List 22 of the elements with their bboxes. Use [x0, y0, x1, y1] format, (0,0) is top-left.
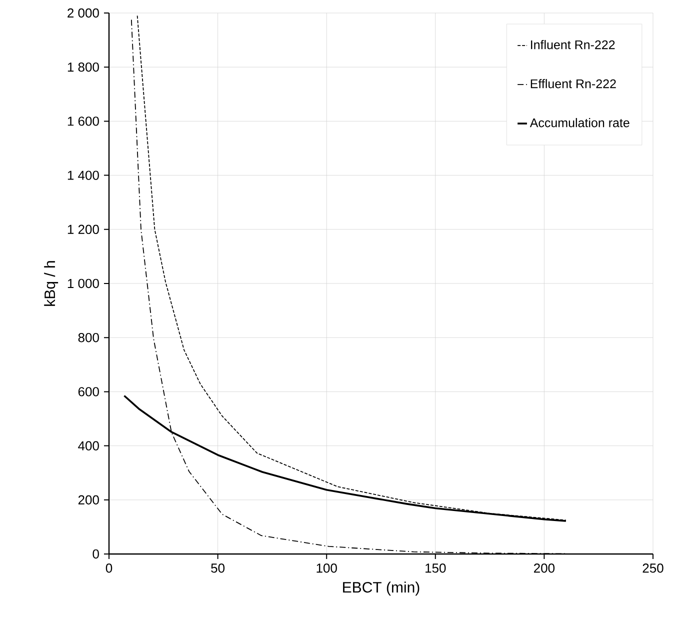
x-tick-label: 150 [426, 564, 446, 573]
y-tick-label: 0 [92, 549, 99, 559]
x-tick-label: 200 [534, 564, 555, 573]
x-axis-title: EBCT (min) [343, 582, 420, 596]
y-tick-label: 1 800 [68, 62, 99, 72]
legend-label: Influent Rn-222 [531, 40, 615, 50]
y-tick-label: 1 400 [68, 170, 99, 180]
x-tick-label: 100 [316, 564, 337, 573]
x-tick-label: 0 [106, 564, 112, 573]
y-tick-label: 1 600 [68, 116, 99, 126]
y-axis-title: kBq / h [44, 261, 58, 306]
y-tick-label: 1 000 [68, 278, 99, 288]
y-tick-label: 2 000 [68, 8, 99, 18]
y-tick-label: 200 [78, 495, 99, 504]
y-tick-label: 800 [78, 332, 99, 342]
y-tick-label: 600 [78, 387, 99, 396]
x-tick-label: 250 [642, 564, 664, 573]
y-tick-label: 400 [78, 441, 99, 450]
legend-label: Accumulation rate [530, 118, 630, 128]
legend-label: Effluent Rn-222 [530, 79, 616, 88]
x-tick-label: 50 [211, 564, 225, 573]
y-tick-label: 1 200 [68, 224, 99, 234]
